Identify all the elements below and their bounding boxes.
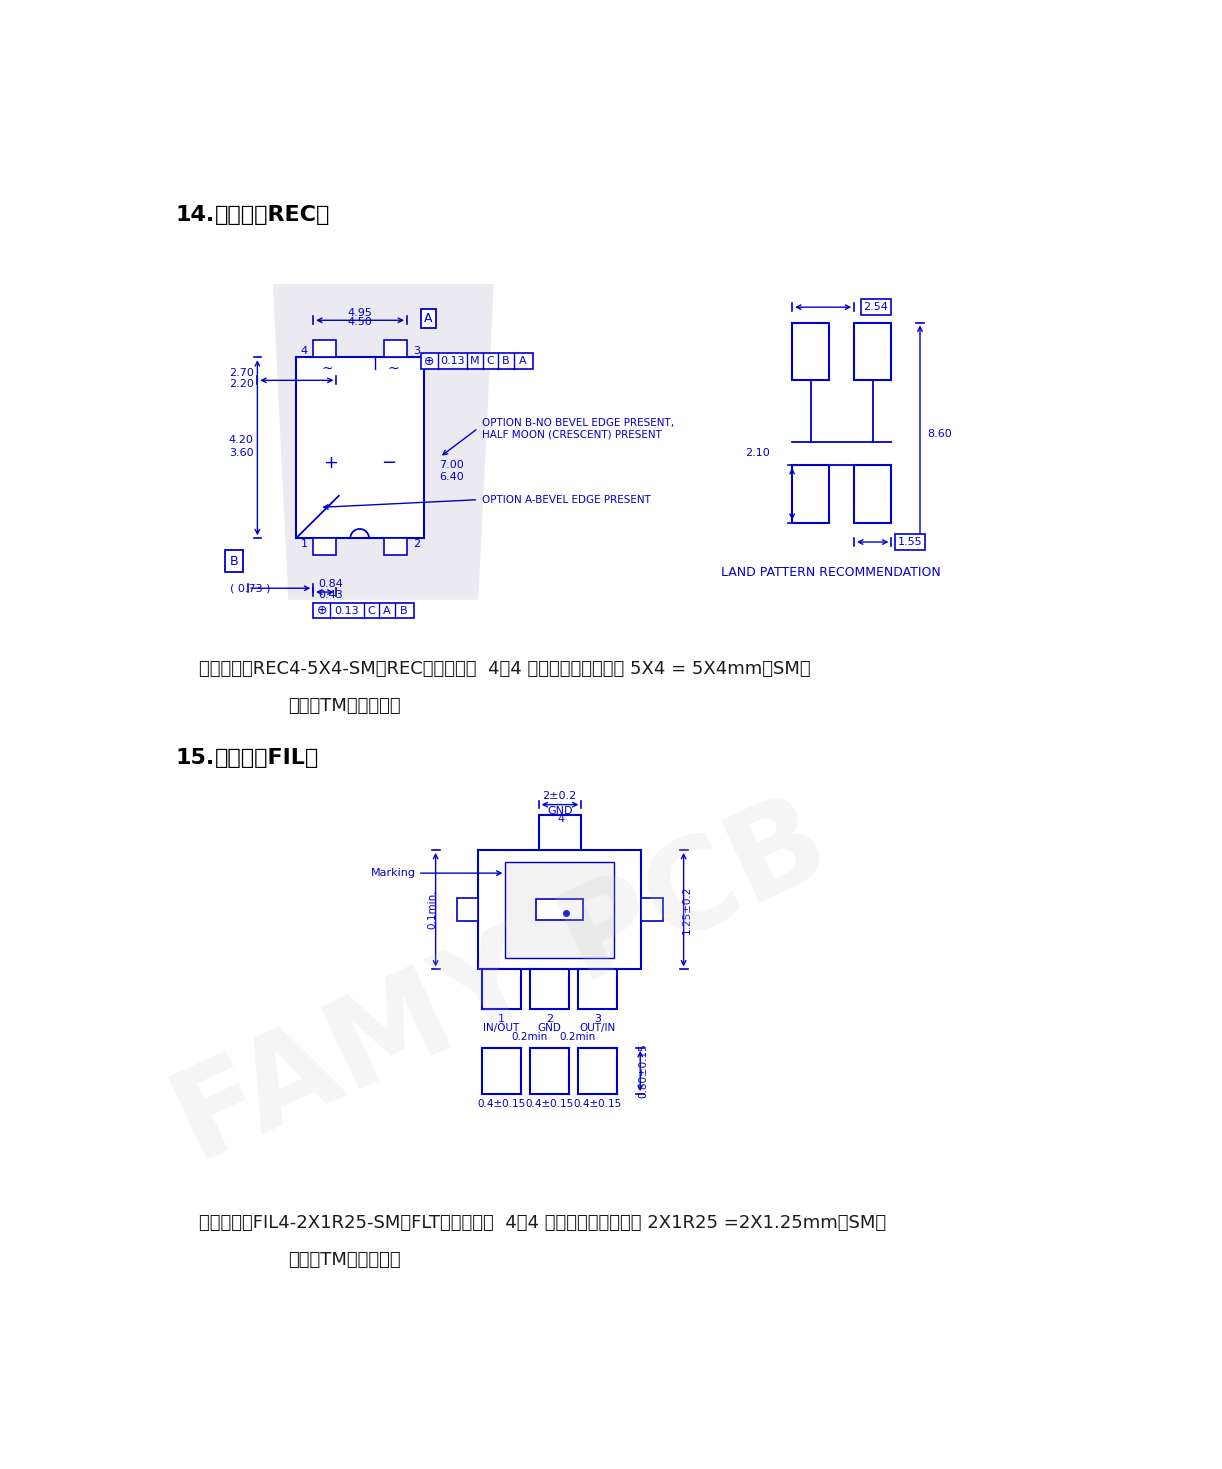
Text: 3: 3 (594, 1014, 601, 1024)
Bar (483, 1047, 521, 1094)
Text: 2: 2 (546, 1014, 554, 1024)
Text: 0.4±0.15: 0.4±0.15 (525, 1099, 573, 1109)
Bar (854, 466, 891, 523)
Text: A: A (424, 313, 433, 325)
Text: 0.13: 0.13 (440, 355, 466, 366)
Text: OPTION B-NO BEVEL EDGE PRESENT,: OPTION B-NO BEVEL EDGE PRESENT, (483, 417, 675, 427)
Text: ~: ~ (387, 361, 398, 376)
Bar (536, 899, 583, 920)
Bar (539, 815, 582, 851)
Text: 命名举例：REC4-5X4-SM，REC：整流器，  4：4 脚，器件实体大小为 5X4 = 5X4mm，SM：: 命名举例：REC4-5X4-SM，REC：整流器， 4：4 脚，器件实体大小为 … (199, 660, 811, 679)
Text: B: B (400, 605, 408, 616)
Text: 0.2min: 0.2min (511, 1033, 547, 1042)
Text: ⊕: ⊕ (424, 354, 435, 367)
Text: 2.20: 2.20 (229, 379, 253, 389)
Bar (478, 851, 642, 970)
Text: ~: ~ (321, 361, 332, 376)
Text: +: + (324, 454, 338, 472)
Text: −: − (381, 454, 397, 472)
Text: 2.54: 2.54 (864, 303, 888, 313)
Bar (384, 538, 407, 555)
Text: C: C (486, 355, 495, 366)
Text: 8.60: 8.60 (927, 429, 952, 439)
Text: 0.43: 0.43 (319, 591, 343, 601)
Text: 4.20: 4.20 (229, 435, 253, 445)
Text: 0.1min.: 0.1min. (428, 890, 437, 928)
Text: OUT/IN: OUT/IN (579, 1022, 616, 1033)
Text: 15.: 15. (176, 748, 215, 768)
Text: B: B (502, 355, 510, 366)
Bar (483, 970, 521, 1009)
Text: HALF MOON (CRESCENT) PRESENT: HALF MOON (CRESCENT) PRESENT (483, 429, 662, 439)
Text: 14.: 14. (176, 204, 215, 225)
Text: 1.25±0.2: 1.25±0.2 (682, 886, 692, 933)
Text: 2.10: 2.10 (745, 448, 770, 458)
Text: 0.4±0.15: 0.4±0.15 (573, 1099, 622, 1109)
Text: 2: 2 (413, 539, 420, 549)
Bar (384, 341, 407, 357)
Text: 7.00: 7.00 (440, 460, 464, 470)
Text: 滤波器【FIL】: 滤波器【FIL】 (215, 748, 319, 768)
Text: M: M (470, 355, 480, 366)
Bar (530, 1047, 569, 1094)
Text: 0.80±0.15: 0.80±0.15 (638, 1043, 649, 1099)
Bar (296, 357, 424, 538)
Bar (313, 538, 336, 555)
Text: ( 0.73 ): ( 0.73 ) (230, 583, 271, 593)
Bar (578, 970, 617, 1009)
Text: GND: GND (538, 1022, 561, 1033)
Text: 2±0.2: 2±0.2 (543, 792, 577, 801)
Text: 表贴（TM：插装）。: 表贴（TM：插装）。 (288, 696, 401, 715)
Text: 4: 4 (557, 814, 565, 824)
Bar (578, 1047, 617, 1094)
Bar (420, 354, 533, 369)
Bar (792, 466, 830, 523)
Text: 0.2min: 0.2min (560, 1033, 595, 1042)
Text: LAND PATTERN RECOMMENDATION: LAND PATTERN RECOMMENDATION (721, 567, 941, 579)
Text: 4.95: 4.95 (347, 307, 373, 317)
Bar (642, 898, 662, 921)
Text: ⊕: ⊕ (316, 604, 327, 617)
Text: 4: 4 (301, 347, 308, 355)
Text: 命名举例：FIL4-2X1R25-SM，FLT：滤波器，  4：4 脚，器件实体大小为 2X1R25 =2X1.25mm，SM：: 命名举例：FIL4-2X1R25-SM，FLT：滤波器， 4：4 脚，器件实体大… (199, 1215, 886, 1232)
Text: A: A (382, 605, 391, 616)
Text: C: C (368, 605, 375, 616)
Bar (506, 862, 613, 958)
Bar (457, 898, 478, 921)
Text: 2.70: 2.70 (229, 367, 253, 378)
Bar (854, 323, 891, 380)
Text: OPTION A-BEVEL EDGE PRESENT: OPTION A-BEVEL EDGE PRESENT (483, 495, 651, 505)
Text: IN/OUT: IN/OUT (484, 1022, 519, 1033)
Text: A: A (519, 355, 527, 366)
Polygon shape (273, 284, 494, 599)
Text: 表贴（TM：插装）。: 表贴（TM：插装）。 (288, 1252, 401, 1269)
Text: 0.13: 0.13 (334, 605, 359, 616)
Bar (792, 323, 830, 380)
Text: 1: 1 (499, 1014, 505, 1024)
Text: 3: 3 (413, 347, 419, 355)
Text: B: B (230, 555, 238, 569)
Text: 0.4±0.15: 0.4±0.15 (478, 1099, 525, 1109)
Text: FAMY PCB: FAMY PCB (156, 782, 847, 1188)
Bar (530, 970, 569, 1009)
Text: 1: 1 (301, 539, 308, 549)
Bar (313, 602, 414, 618)
Text: 3.60: 3.60 (229, 448, 253, 458)
Text: Marking: Marking (371, 868, 417, 878)
Text: 6.40: 6.40 (440, 472, 464, 482)
Text: 整流器【REC】: 整流器【REC】 (215, 204, 330, 225)
Bar (313, 341, 336, 357)
Text: 0.84: 0.84 (319, 579, 343, 589)
Text: GND: GND (547, 806, 572, 815)
Text: 4.50: 4.50 (347, 317, 371, 326)
Text: 1.55: 1.55 (897, 538, 923, 546)
